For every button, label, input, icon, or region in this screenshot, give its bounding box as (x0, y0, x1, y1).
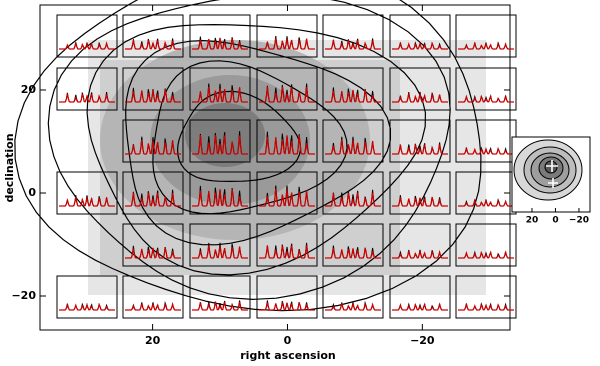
spectrum-panel (322, 14, 384, 58)
spectrum-model (192, 86, 248, 103)
spectrum-panel (256, 67, 318, 111)
spectrum-model (125, 247, 181, 259)
contour-line (14, 0, 482, 312)
spectrum-model (392, 92, 448, 103)
spectrum-model (259, 38, 315, 50)
spectrum-panel (389, 275, 451, 319)
spectrum-panel (189, 223, 251, 267)
spectrum-panel (455, 223, 517, 267)
x-tick-label: 20 (145, 334, 161, 347)
y-tick-label: −20 (11, 289, 36, 302)
spectrum-model (125, 89, 181, 103)
spectrum-panel (389, 14, 451, 58)
spectrum-panel (455, 275, 517, 319)
spectrum-model (325, 89, 381, 103)
spectrum-panel (122, 223, 184, 267)
spectrum-panel (189, 275, 251, 319)
spectrum-model (125, 192, 181, 207)
spectrum-model (458, 41, 514, 50)
x-tick-label: 0 (284, 334, 292, 347)
spectrum-panel (189, 171, 251, 215)
spectrum-model (259, 245, 315, 259)
spectrum-panel (122, 14, 184, 58)
spectrum-model (125, 301, 181, 311)
spectrum-model (192, 245, 248, 259)
spectrum-model (259, 135, 315, 155)
contour-line (176, 90, 302, 183)
spectrum-model (392, 41, 448, 50)
spectrum-model (192, 301, 248, 311)
inset-x-tick-label: −20 (569, 216, 589, 226)
spectrum-panel (56, 14, 118, 58)
y-axis-label: declination (3, 133, 16, 202)
inset: 20 0 −20 (511, 136, 591, 226)
x-axis-label: right ascension (240, 349, 335, 362)
spectrum-panel (322, 171, 384, 215)
spectrum-panel (189, 14, 251, 58)
spectrum-model (125, 139, 181, 155)
spectrum-panel (56, 67, 118, 111)
spectrum-panel (389, 119, 451, 163)
inset-x-tick-label: 0 (552, 216, 558, 226)
spectrum-panel (122, 67, 184, 111)
spectrum-panel (322, 275, 384, 319)
spectrum-model (392, 197, 448, 207)
spectrum-model (59, 302, 115, 311)
x-tick-label: −20 (410, 334, 435, 347)
spectrum-panel (122, 171, 184, 215)
spectrum-model (392, 302, 448, 311)
spectrum-model (192, 134, 248, 155)
spectrum-panel (256, 171, 318, 215)
spectrum-panel (256, 223, 318, 267)
y-tick-label: 20 (21, 83, 37, 96)
spectrum-model (325, 302, 381, 311)
spectrum-model (325, 247, 381, 259)
spectrum-panel (56, 275, 118, 319)
spectrum-panel (256, 275, 318, 319)
inset-x-tick-label: 20 (526, 216, 539, 226)
spectrum-model (458, 302, 514, 311)
spectrum-panel (455, 67, 517, 111)
spectrum-panel (389, 67, 451, 111)
spectrum-model (325, 40, 381, 50)
spectrum-panel (256, 119, 318, 163)
spectrum-model (259, 301, 315, 311)
spectrum-panel (455, 14, 517, 58)
spectrum-model (325, 139, 381, 155)
spectrum-panel (322, 223, 384, 267)
spectrum-model (59, 41, 115, 50)
spectrum-model (458, 94, 514, 103)
spectrum-panel (322, 67, 384, 111)
spectrum-model (192, 189, 248, 207)
spectrum-model (458, 146, 514, 155)
spectrum-panel (389, 171, 451, 215)
spectrum-panel (122, 119, 184, 163)
contour-line (86, 23, 427, 276)
contour-line (125, 39, 391, 246)
spectrum-panel (189, 119, 251, 163)
spectrum-model (192, 38, 248, 50)
spectrum-model (392, 144, 448, 155)
contour-line (47, 0, 451, 301)
spectrum-model (59, 196, 115, 207)
y-tick-label: 0 (28, 186, 36, 199)
spectrum-panel (189, 67, 251, 111)
spectrum-model (458, 250, 514, 259)
spectrum-model (125, 39, 181, 50)
spectrum-panel (322, 119, 384, 163)
spectrum-model (259, 188, 315, 207)
spectrum-panel (122, 275, 184, 319)
spectrum-panel (56, 171, 118, 215)
spectrum-model (392, 249, 448, 259)
spectrum-model (259, 86, 315, 103)
spectra-grid (56, 14, 517, 319)
spectrum-model (458, 198, 514, 207)
spectrum-panel (389, 223, 451, 267)
spectrum-panel (256, 14, 318, 58)
spectrum-model (325, 192, 381, 207)
spectrum-model (59, 93, 115, 103)
